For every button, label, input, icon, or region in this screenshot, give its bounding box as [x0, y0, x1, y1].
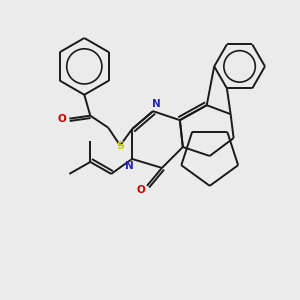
Text: O: O — [137, 185, 146, 195]
Text: S: S — [116, 140, 124, 151]
Text: O: O — [58, 114, 66, 124]
Text: N: N — [152, 99, 160, 109]
Text: N: N — [125, 161, 134, 171]
